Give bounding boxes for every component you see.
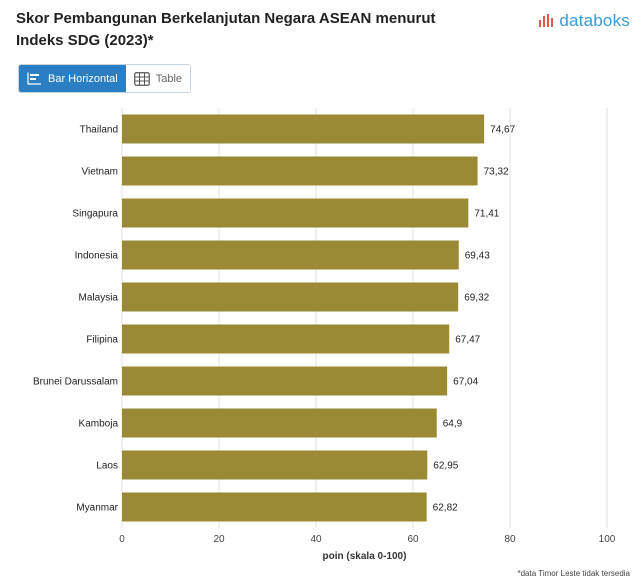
chart-title: Skor Pembangunan Berkelanjutan Negara AS… — [16, 10, 436, 49]
bar — [122, 282, 459, 312]
x-axis-title: poin (skala 0-100) — [323, 551, 407, 562]
view-tabs: Bar Horizontal Table — [18, 64, 191, 93]
tab-table-label: Table — [155, 72, 182, 85]
category-label: Brunei Darussalam — [33, 377, 118, 388]
x-tick-label: 80 — [504, 534, 516, 545]
bar — [122, 156, 478, 186]
category-label: Myanmar — [76, 503, 118, 514]
table-icon — [133, 71, 150, 86]
tab-bar-horizontal-label: Bar Horizontal — [48, 72, 118, 85]
tab-bar-horizontal[interactable]: Bar Horizontal — [19, 65, 126, 92]
data-label: 74,67 — [490, 125, 515, 136]
x-tick-label: 60 — [407, 534, 419, 545]
bar — [122, 408, 437, 438]
category-label: Indonesia — [75, 251, 119, 262]
category-label: Laos — [96, 461, 118, 472]
category-label: Malaysia — [79, 293, 119, 304]
data-label: 71,41 — [474, 209, 499, 220]
bar — [122, 492, 427, 522]
category-label: Singapura — [72, 209, 118, 220]
footnote: *data Timor Leste tidak tersedia — [517, 569, 630, 578]
data-label: 62,95 — [433, 461, 458, 472]
category-label: Vietnam — [81, 167, 118, 178]
databoks-logo-icon — [539, 14, 554, 27]
x-tick-label: 20 — [213, 534, 225, 545]
x-tick-label: 0 — [119, 534, 125, 545]
bar — [122, 198, 469, 228]
data-label: 73,32 — [484, 167, 509, 178]
category-label: Thailand — [80, 125, 118, 136]
data-label: 62,82 — [433, 503, 458, 514]
x-tick-label: 100 — [599, 534, 616, 545]
bar — [122, 324, 450, 354]
x-tick-label: 40 — [310, 534, 322, 545]
bar — [122, 450, 428, 480]
bar — [122, 240, 459, 270]
brand-name: databoks — [559, 11, 630, 30]
data-label: 69,43 — [465, 251, 490, 262]
data-label: 64,9 — [443, 419, 463, 430]
category-label: Kamboja — [79, 419, 119, 430]
data-label: 67,47 — [455, 335, 480, 346]
tab-table[interactable]: Table — [125, 65, 190, 92]
data-label: 67,04 — [453, 377, 478, 388]
category-label: Filipina — [86, 335, 118, 346]
data-label: 69,32 — [464, 293, 489, 304]
bar — [122, 366, 448, 396]
brand-logo[interactable]: databoks — [538, 10, 630, 32]
bar-chart-icon — [27, 72, 41, 85]
bar — [122, 114, 485, 144]
bar-chart: 0 20 40 60 80 100 Thailand 74,67 Vietnam 73,32 Sin… — [33, 108, 616, 562]
